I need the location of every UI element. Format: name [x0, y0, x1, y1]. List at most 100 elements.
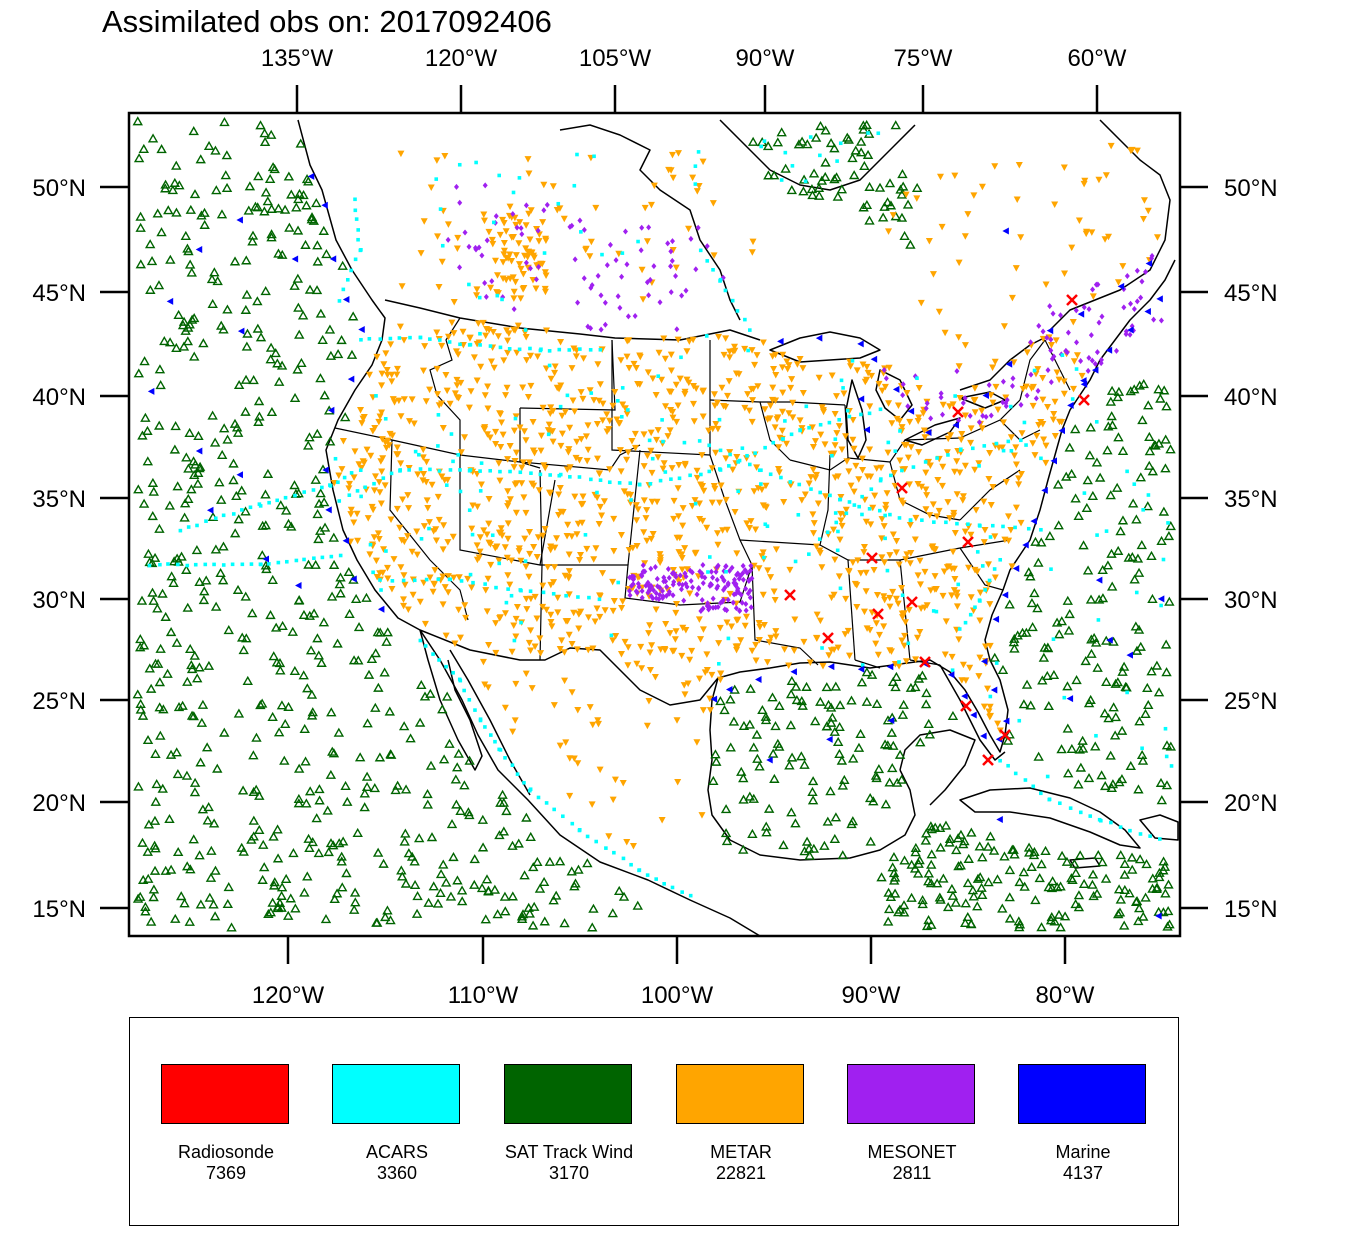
sat-track-wind-marker [516, 913, 528, 923]
metar-marker [404, 533, 412, 540]
sat-track-wind-marker [409, 856, 420, 866]
acars-marker [1006, 763, 1010, 768]
metar-marker [640, 497, 648, 504]
metar-marker [755, 565, 763, 572]
mesonet-marker [630, 576, 636, 583]
acars-marker [746, 348, 750, 353]
mesonet-marker [1074, 339, 1080, 346]
metar-marker [690, 418, 698, 425]
marine-marker [358, 326, 365, 334]
acars-marker [510, 763, 515, 767]
metar-marker [669, 174, 677, 182]
acars-marker [977, 464, 981, 468]
metar-marker [841, 631, 849, 638]
acars-marker [388, 336, 393, 341]
metar-marker [787, 384, 795, 392]
acars-marker [193, 562, 198, 567]
sat-track-wind-marker [207, 298, 218, 309]
metar-marker [1008, 294, 1016, 302]
metar-marker [504, 456, 512, 463]
acars-marker [436, 577, 441, 582]
metar-marker [519, 459, 527, 466]
metar-marker [658, 817, 666, 824]
sat-track-wind-marker [820, 171, 831, 182]
metar-marker [728, 623, 736, 630]
mesonet-marker [674, 326, 680, 333]
metar-marker [859, 466, 867, 474]
sat-track-wind-marker [548, 895, 559, 905]
acars-marker [329, 554, 334, 559]
state-boundary [889, 461, 961, 521]
sat-track-wind-marker [1087, 879, 1098, 889]
metar-marker [364, 515, 372, 522]
sat-track-wind-marker [864, 792, 876, 803]
acars-marker [358, 468, 363, 473]
metar-marker [869, 504, 877, 512]
metar-marker [474, 320, 482, 327]
metar-marker [587, 238, 595, 246]
metar-marker [539, 582, 547, 590]
acars-marker [579, 230, 583, 234]
sat-track-wind-marker [796, 136, 808, 146]
sat-track-wind-marker [199, 219, 210, 229]
metar-marker [522, 437, 530, 444]
sat-track-wind-marker [287, 626, 298, 636]
mesonet-marker [747, 567, 753, 574]
acars-marker [765, 524, 770, 529]
sat-track-wind-marker [435, 869, 447, 879]
metar-marker [523, 357, 531, 364]
metar-marker [812, 634, 820, 642]
mesonet-marker [731, 576, 737, 583]
acars-marker [459, 579, 464, 583]
metar-marker [586, 704, 594, 711]
metar-marker [751, 361, 759, 369]
sat-track-wind-marker [435, 887, 446, 898]
metar-marker [886, 594, 894, 602]
metar-marker [661, 647, 669, 654]
metar-marker [496, 231, 504, 239]
sat-track-wind-marker [1113, 884, 1125, 894]
metar-marker [873, 465, 881, 472]
metar-marker [628, 437, 636, 445]
legend-label-metar: METAR [710, 1142, 772, 1162]
metar-marker [554, 609, 562, 616]
mesonet-marker [482, 280, 488, 287]
metar-marker [1055, 376, 1063, 384]
acars-marker [1039, 791, 1043, 796]
metar-marker [874, 651, 882, 659]
acars-marker [320, 555, 325, 560]
metar-marker [493, 543, 501, 551]
sat-track-wind-marker [170, 913, 181, 923]
metar-marker [809, 466, 817, 474]
metar-marker [506, 496, 514, 503]
metar-marker [357, 464, 365, 472]
sat-track-wind-marker [799, 759, 810, 769]
mesonet-marker [736, 575, 742, 582]
sat-track-wind-marker [1162, 906, 1174, 916]
metar-marker [771, 597, 779, 604]
metar-marker [670, 515, 678, 523]
acars-marker [444, 664, 448, 669]
sat-track-wind-marker [160, 179, 171, 189]
sat-track-wind-marker [1009, 849, 1020, 859]
sat-track-wind-marker [1012, 630, 1023, 640]
metar-marker [603, 411, 611, 418]
metar-marker [444, 333, 452, 341]
acars-marker [669, 477, 673, 481]
metar-marker [793, 361, 801, 368]
acars-marker [793, 559, 798, 564]
mesonet-marker [627, 574, 633, 581]
sat-track-wind-marker [373, 682, 384, 692]
sat-track-wind-marker [1115, 526, 1126, 536]
metar-marker [1078, 372, 1086, 380]
sat-track-wind-marker [1051, 617, 1063, 627]
metar-marker [493, 289, 501, 296]
sat-track-wind-marker [459, 780, 470, 790]
sat-track-wind-marker [260, 286, 271, 296]
acars-marker [833, 437, 838, 441]
sat-track-wind-marker [184, 427, 195, 437]
metar-marker [504, 255, 512, 262]
metar-marker [810, 530, 818, 537]
metar-marker [897, 497, 905, 505]
acars-marker [328, 483, 332, 487]
